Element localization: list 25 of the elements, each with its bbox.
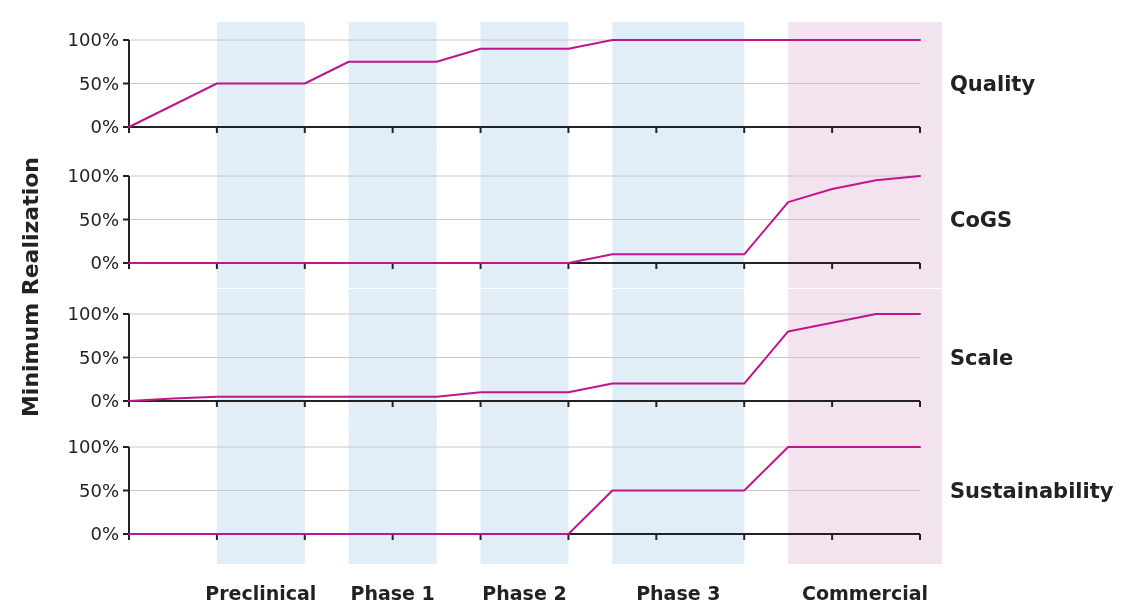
y-tick-label: 100% [67,436,119,458]
line-series [128,39,921,128]
text: Phase 3 [636,582,721,604]
y-tick-label: 50% [78,72,119,94]
y-tick-label: 100% [67,29,119,51]
y-tick-label: 50% [78,208,119,230]
text: CoGS [950,207,1013,232]
y-tick-label: 50% [78,479,119,501]
line-series [128,313,921,402]
text: Commercial [802,582,929,604]
y-tick-label: 100% [67,303,119,325]
y-tick-label: 0% [90,390,119,412]
text: Scale [950,345,1014,370]
text: Quality [950,71,1036,96]
y-axis-title: Minimum Realization [18,156,43,418]
y-tick-label: 0% [90,116,119,138]
text: Preclinical [205,582,317,604]
line-series [128,175,921,264]
text: Sustainability [950,478,1114,503]
text: Phase 2 [482,582,567,604]
y-tick-label: 0% [90,523,119,545]
y-tick-label: 50% [78,346,119,368]
text: Phase 1 [350,582,435,604]
y-tick-label: 0% [90,252,119,274]
y-tick-label: 100% [67,165,119,187]
